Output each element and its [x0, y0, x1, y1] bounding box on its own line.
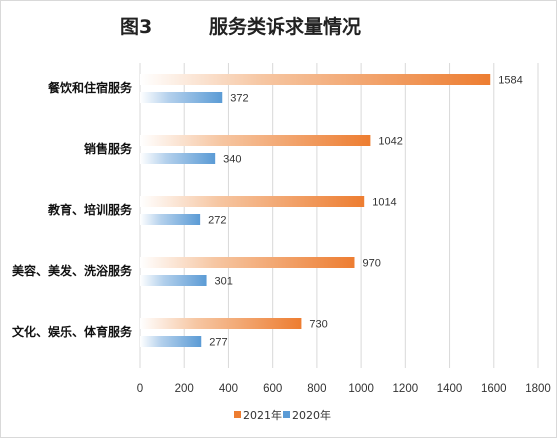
legend: 2021年 2020年 — [234, 408, 331, 422]
gridlines — [139, 63, 539, 368]
x-tick-label-4: 800 — [307, 383, 326, 395]
legend-label-1: 2020年 — [292, 408, 331, 422]
x-tick-label-1: 200 — [175, 383, 194, 395]
bars: 1584 372 1042 340 1014 272 970 301 730 277 — [140, 74, 523, 349]
bar-s0-2 — [140, 196, 365, 207]
legend-label-0: 2021年 — [243, 408, 282, 422]
value-label-s1-3: 301 — [215, 276, 233, 288]
category-label-2: 教育、培训服务 — [47, 202, 133, 217]
bar-s1-3 — [140, 275, 207, 286]
category-label-1: 销售服务 — [84, 141, 133, 156]
bar-s1-1 — [140, 153, 216, 164]
value-label-s0-2: 1014 — [372, 197, 396, 209]
bar-s0-3 — [140, 257, 355, 268]
value-label-s1-0: 372 — [230, 93, 248, 105]
value-label-s1-4: 277 — [209, 337, 227, 349]
value-label-s1-1: 340 — [223, 154, 241, 166]
category-label-4: 文化、娱乐、体育服务 — [12, 324, 133, 339]
bar-s0-0 — [140, 74, 491, 85]
x-tick-label-0: 0 — [137, 383, 143, 395]
bar-s0-1 — [140, 135, 371, 146]
category-label-3: 美容、美发、洗浴服务 — [12, 263, 133, 278]
x-tick-label-8: 1600 — [481, 383, 507, 395]
bar-s0-4 — [140, 318, 302, 329]
x-tick-label-7: 1400 — [437, 383, 463, 395]
value-label-s0-3: 970 — [362, 258, 380, 270]
bar-s1-2 — [140, 214, 201, 225]
x-tick-label-9: 1800 — [525, 383, 551, 395]
value-label-s0-0: 1584 — [498, 75, 522, 87]
chart-title: 服务类诉求量情况 — [209, 15, 361, 38]
legend-swatch-1 — [283, 411, 290, 418]
value-label-s1-2: 272 — [208, 215, 226, 227]
legend-swatch-0 — [234, 411, 241, 418]
category-label-0: 餐饮和住宿服务 — [48, 80, 133, 95]
x-tick-label-3: 600 — [263, 383, 282, 395]
x-axis-ticks: 0 200 400 600 800 1000 1200 1400 1600 1800 — [137, 383, 551, 395]
bar-s1-4 — [140, 336, 202, 347]
bar-s1-0 — [140, 92, 223, 103]
value-label-s0-1: 1042 — [378, 136, 402, 148]
x-tick-label-5: 1000 — [348, 383, 374, 395]
x-tick-label-2: 400 — [219, 383, 238, 395]
figure-label: 图3 — [120, 16, 152, 38]
x-tick-label-6: 1200 — [393, 383, 419, 395]
value-label-s0-4: 730 — [309, 319, 327, 331]
